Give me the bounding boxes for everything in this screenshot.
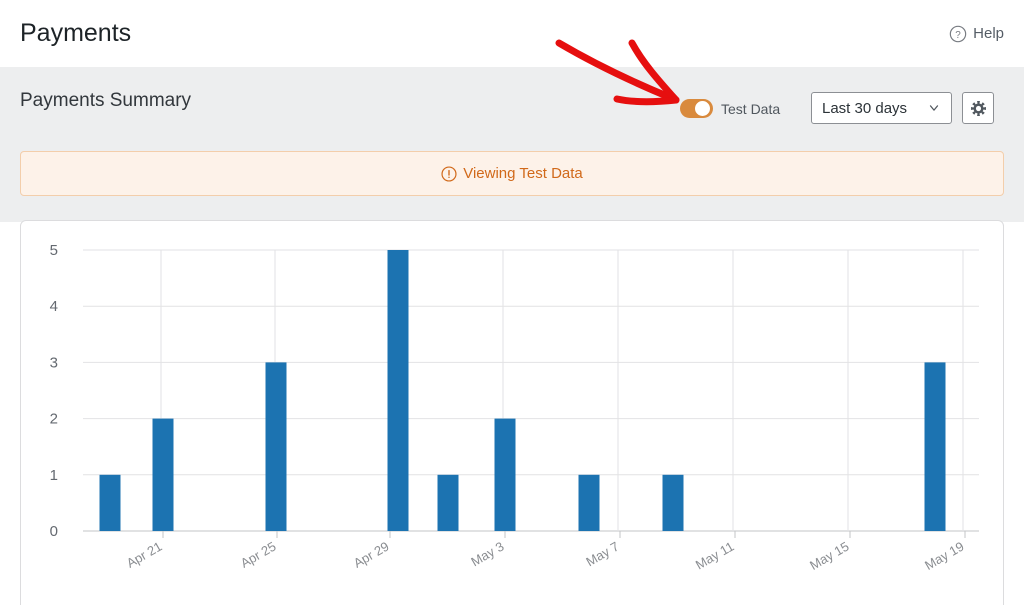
svg-text:Apr 29: Apr 29 [351, 539, 392, 571]
svg-text:Apr 25: Apr 25 [238, 539, 279, 571]
svg-text:May 7: May 7 [583, 539, 621, 570]
svg-text:May 3: May 3 [468, 539, 506, 570]
svg-text:May 11: May 11 [693, 539, 737, 573]
svg-text:3: 3 [50, 354, 58, 371]
svg-text:5: 5 [50, 242, 58, 259]
svg-text:0: 0 [50, 523, 58, 540]
svg-text:May 15: May 15 [807, 539, 851, 573]
svg-text:1: 1 [50, 467, 58, 484]
svg-text:May 19: May 19 [922, 539, 966, 573]
svg-text:Apr 21: Apr 21 [124, 539, 165, 571]
svg-text:2: 2 [50, 411, 58, 428]
svg-text:4: 4 [50, 298, 58, 315]
